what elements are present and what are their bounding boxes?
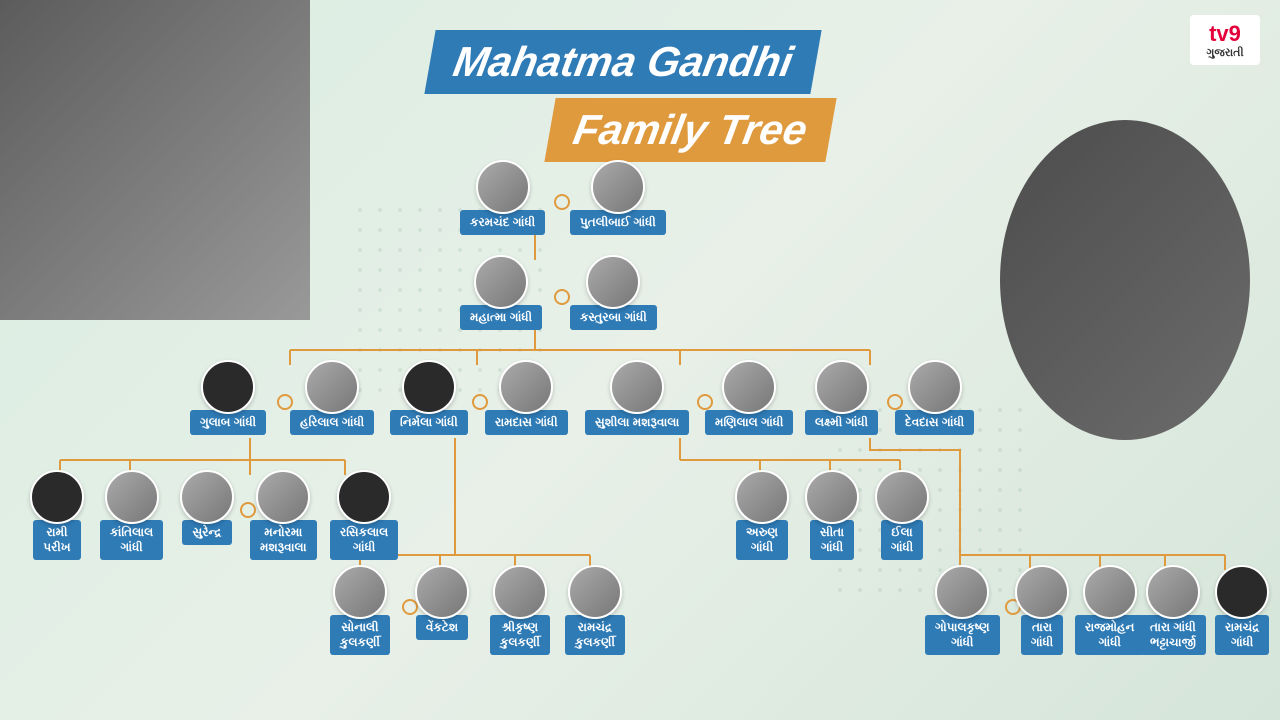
node-mahatma: મહાત્મા ગાંધી: [460, 255, 542, 330]
node-label: રામચંદ્ર કુલકર્ણી: [565, 615, 625, 655]
node-tara-b: તારા ગાંધી ભટ્ટાચાર્જી: [1140, 565, 1206, 655]
avatar: [402, 360, 456, 414]
node-label: શ્રીકૃષ્ણ કુલકર્ણી: [490, 615, 550, 655]
node-ramdas: રામદાસ ગાંધી: [485, 360, 568, 435]
node-kantilal: કાંતિલાલ ગાંધી: [100, 470, 163, 560]
node-karamchand: કરમચંદ ગાંધી: [460, 160, 545, 235]
node-tara: તારા ગાંધી: [1015, 565, 1069, 655]
node-manilal: મણિલાલ ગાંધી: [705, 360, 793, 435]
node-gopalkrishna: ગોપાલકૃષ્ણ ગાંધી: [925, 565, 1000, 655]
avatar: [105, 470, 159, 524]
avatar: [568, 565, 622, 619]
node-kasturba: કસ્તુરબા ગાંધી: [570, 255, 657, 330]
avatar: [305, 360, 359, 414]
avatar: [180, 470, 234, 524]
avatar: [591, 160, 645, 214]
avatar: [586, 255, 640, 309]
marriage-ring-icon: [552, 287, 572, 307]
marriage-ring-icon: [552, 192, 572, 212]
avatar: [935, 565, 989, 619]
node-label: સીતા ગાંધી: [810, 520, 854, 560]
node-lakshmi: લક્ષ્મી ગાંધી: [805, 360, 878, 435]
family-tree: કરમચંદ ગાંધી પુતલીબાઈ ગાંધી મહાત્મા ગાંધ…: [0, 0, 1280, 720]
node-shrikrishna: શ્રીકૃષ્ણ કુલકર્ણી: [490, 565, 550, 655]
avatar: [610, 360, 664, 414]
node-manorama: મનોરમા મશરૂવાલા: [250, 470, 317, 560]
node-label: રામચંદ્ર ગાંધી: [1215, 615, 1269, 655]
node-nirmala: નિર્મલા ગાંધી: [390, 360, 468, 435]
avatar: [908, 360, 962, 414]
node-rami: રામી પરીખ: [30, 470, 84, 560]
node-label: તારા ગાંધી: [1021, 615, 1063, 655]
avatar: [256, 470, 310, 524]
node-venkatesh: વેંકટેશ: [415, 565, 469, 640]
node-surendra: સુરેન્દ્ર: [180, 470, 234, 545]
node-sushila: સુશીલા મશરૂવાલા: [585, 360, 689, 435]
node-label: મનોરમા મશરૂવાલા: [250, 520, 317, 560]
avatar: [30, 470, 84, 524]
avatar: [201, 360, 255, 414]
avatar: [735, 470, 789, 524]
avatar: [333, 565, 387, 619]
node-label: રસિકલાલ ગાંધી: [330, 520, 398, 560]
avatar: [805, 470, 859, 524]
node-label: રાજમોહન ગાંધી: [1075, 615, 1144, 655]
avatar: [415, 565, 469, 619]
node-label: ઈલા ગાંધી: [881, 520, 923, 560]
node-sonali: સોનાલી કુલકર્ણી: [330, 565, 390, 655]
avatar: [1146, 565, 1200, 619]
avatar: [815, 360, 869, 414]
avatar: [875, 470, 929, 524]
node-label: સોનાલી કુલકર્ણી: [330, 615, 390, 655]
node-putlibai: પુતલીબાઈ ગાંધી: [570, 160, 666, 235]
node-label: તારા ગાંધી ભટ્ટાચાર્જી: [1140, 615, 1206, 655]
node-rajmohan: રાજમોહન ગાંધી: [1075, 565, 1144, 655]
avatar: [493, 565, 547, 619]
avatar: [1015, 565, 1069, 619]
node-label: કાંતિલાલ ગાંધી: [100, 520, 163, 560]
avatar: [1083, 565, 1137, 619]
avatar: [337, 470, 391, 524]
node-rasiklal: રસિકલાલ ગાંધી: [330, 470, 398, 560]
node-label: રામી પરીખ: [33, 520, 80, 560]
avatar: [499, 360, 553, 414]
node-sita: સીતા ગાંધી: [805, 470, 859, 560]
node-harilal: હરિલાલ ગાંધી: [290, 360, 374, 435]
node-devdas: દેવદાસ ગાંધી: [895, 360, 974, 435]
avatar: [722, 360, 776, 414]
node-label: ગોપાલકૃષ્ણ ગાંધી: [925, 615, 1000, 655]
node-gulab: ગુલાબ ગાંધી: [190, 360, 266, 435]
node-ila: ઈલા ગાંધી: [875, 470, 929, 560]
avatar: [1215, 565, 1269, 619]
node-label: અરુણ ગાંધી: [736, 520, 788, 560]
node-ramchandra-k: રામચંદ્ર કુલકર્ણી: [565, 565, 625, 655]
node-ramchandra-g: રામચંદ્ર ગાંધી: [1215, 565, 1269, 655]
avatar: [474, 255, 528, 309]
node-arun: અરુણ ગાંધી: [735, 470, 789, 560]
avatar: [476, 160, 530, 214]
